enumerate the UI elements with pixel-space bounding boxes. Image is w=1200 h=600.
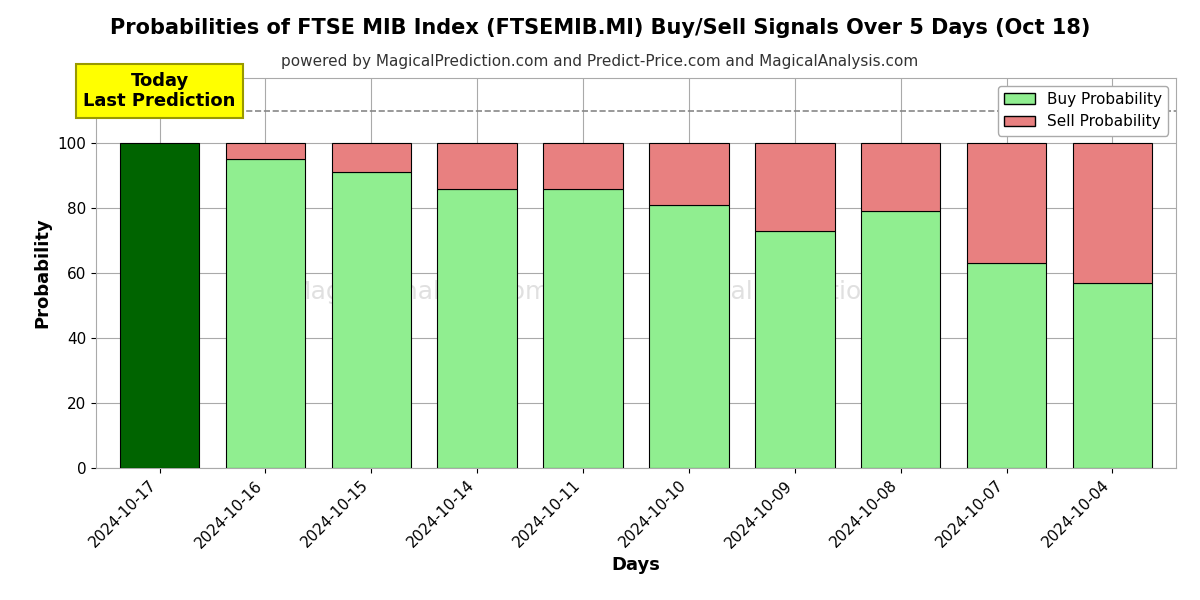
Bar bbox=[649, 143, 728, 205]
Text: MagicalAnalysis.com: MagicalAnalysis.com bbox=[290, 280, 550, 304]
Bar bbox=[331, 172, 412, 468]
Bar bbox=[862, 211, 941, 468]
Text: Today
Last Prediction: Today Last Prediction bbox=[83, 72, 235, 110]
Bar bbox=[226, 159, 305, 468]
Text: powered by MagicalPrediction.com and Predict-Price.com and MagicalAnalysis.com: powered by MagicalPrediction.com and Pre… bbox=[281, 54, 919, 69]
Bar bbox=[438, 143, 517, 188]
Bar bbox=[862, 143, 941, 211]
Bar bbox=[438, 188, 517, 468]
Legend: Buy Probability, Sell Probability: Buy Probability, Sell Probability bbox=[998, 86, 1169, 136]
Text: MagicalPrediction.com: MagicalPrediction.com bbox=[658, 280, 938, 304]
Bar bbox=[1073, 143, 1152, 283]
Bar bbox=[1073, 283, 1152, 468]
Bar bbox=[649, 205, 728, 468]
Bar bbox=[967, 263, 1046, 468]
X-axis label: Days: Days bbox=[612, 556, 660, 574]
Text: Probabilities of FTSE MIB Index (FTSEMIB.MI) Buy/Sell Signals Over 5 Days (Oct 1: Probabilities of FTSE MIB Index (FTSEMIB… bbox=[110, 18, 1090, 38]
Bar bbox=[967, 143, 1046, 263]
Bar bbox=[331, 143, 412, 172]
Bar bbox=[755, 143, 834, 231]
Bar bbox=[544, 143, 623, 188]
Bar bbox=[544, 188, 623, 468]
Y-axis label: Probability: Probability bbox=[34, 218, 52, 328]
Bar bbox=[755, 231, 834, 468]
Bar bbox=[120, 143, 199, 468]
Bar bbox=[226, 143, 305, 159]
